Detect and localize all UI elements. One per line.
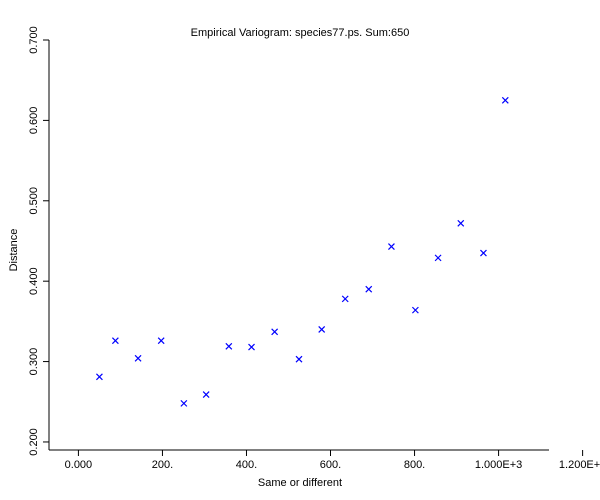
data-point — [180, 399, 188, 407]
x-tick-label: 200. — [152, 459, 173, 471]
data-point — [480, 249, 487, 257]
data-point — [111, 337, 119, 345]
data-point — [341, 295, 349, 303]
y-axis-label: Distance — [8, 229, 20, 272]
x-axis-ticks: 0.000 200. 400. 600. 800. 1.000E+3 1.200E+3 — [65, 450, 600, 471]
y-tick-label: 0.700 — [28, 26, 40, 54]
data-point — [248, 343, 255, 351]
data-point — [225, 342, 233, 350]
data-point — [388, 243, 395, 251]
data-point — [295, 355, 303, 363]
chart-title: Empirical Variogram: species77.ps. Sum:6… — [191, 27, 410, 39]
data-points — [95, 96, 509, 407]
y-tick-label: 0.500 — [28, 187, 40, 215]
x-axis-label: Same or different — [258, 477, 342, 489]
data-point — [411, 306, 419, 314]
y-tick-label: 0.300 — [28, 348, 40, 376]
y-tick-label: 0.400 — [28, 267, 40, 295]
data-point — [365, 285, 373, 293]
x-tick-label: 600. — [320, 459, 341, 471]
data-point — [134, 354, 142, 362]
data-point — [318, 325, 326, 333]
x-tick-label: 800. — [404, 459, 425, 471]
data-point — [95, 373, 103, 381]
data-point — [271, 328, 279, 336]
data-point — [157, 337, 165, 345]
y-tick-label: 0.600 — [28, 107, 40, 135]
data-point — [501, 96, 509, 104]
data-point — [434, 254, 442, 262]
x-tick-label: 1.200E+3 — [559, 459, 600, 471]
x-tick-label: 1.000E+3 — [475, 459, 522, 471]
x-tick-label: 0.000 — [65, 459, 93, 471]
data-point — [457, 219, 465, 227]
y-tick-label: 0.200 — [28, 428, 40, 456]
data-point — [202, 391, 210, 398]
x-tick-label: 400. — [236, 459, 257, 471]
y-axis-ticks: 0.200 0.300 0.400 0.500 0.600 0.700 — [28, 26, 49, 456]
